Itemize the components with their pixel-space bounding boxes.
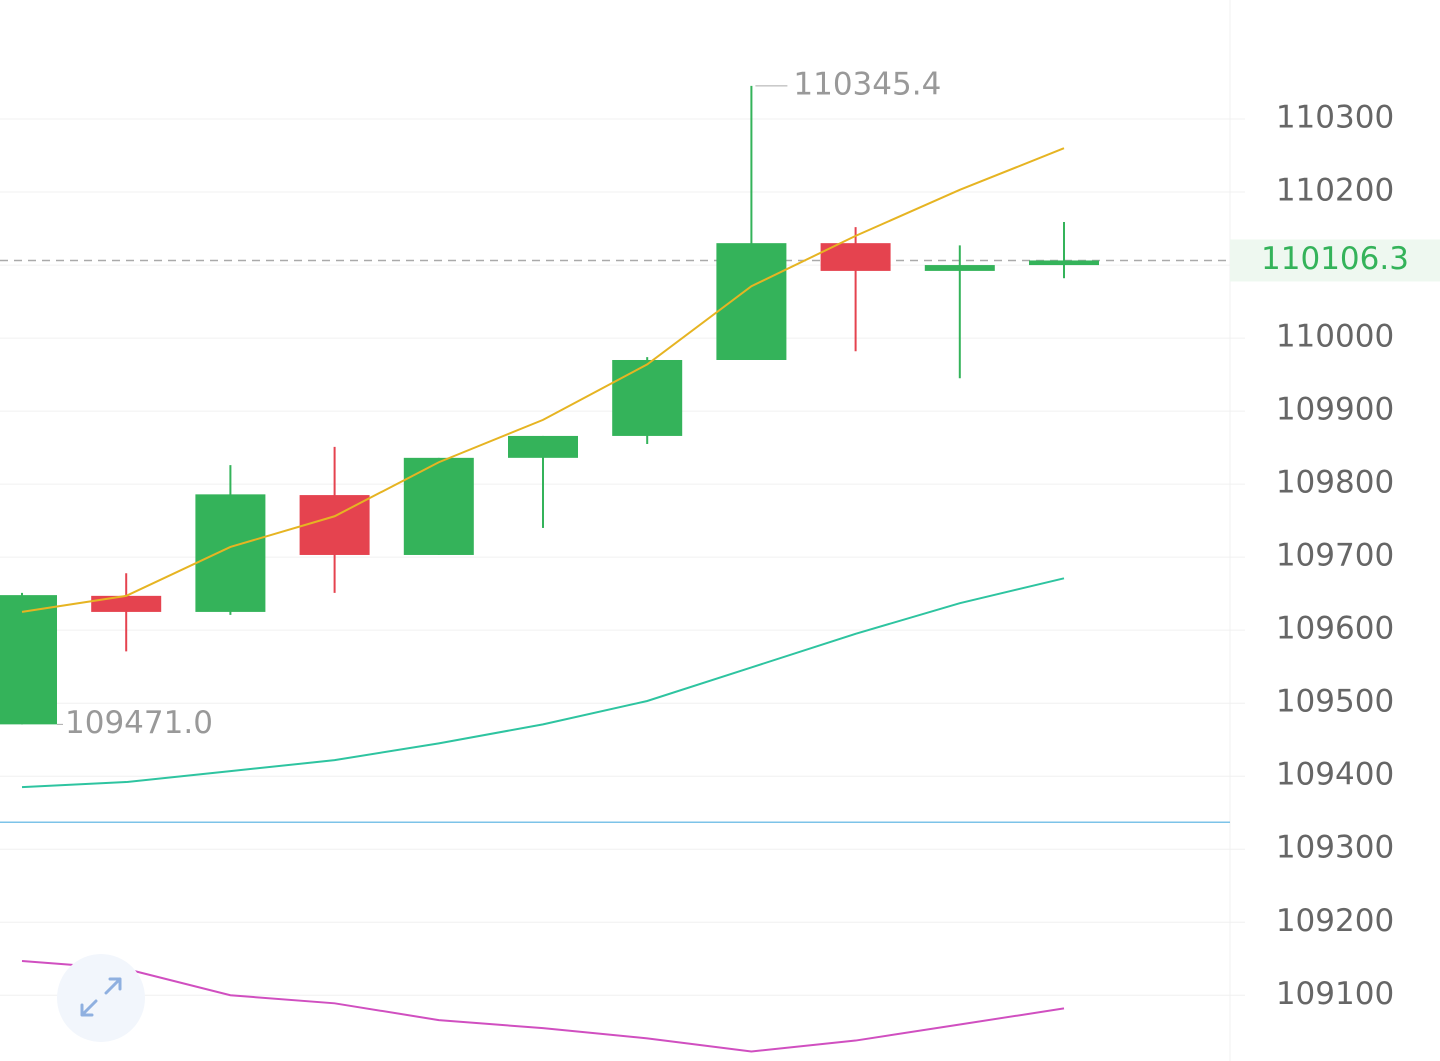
min-label: 109471.0 [65,705,213,741]
max-label: 110345.4 [793,66,941,102]
y-tick-label: 109300 [1276,830,1394,866]
y-tick-label: 110000 [1276,319,1394,355]
ma-line [21,147,1065,613]
candle-body [1029,260,1099,266]
expand-button[interactable] [57,954,145,1042]
y-tick-label: 109700 [1276,538,1394,574]
y-tick-label: 109100 [1276,976,1394,1012]
current-price-label: 110106.3 [1261,241,1409,277]
y-tick-label: 110200 [1276,173,1394,209]
candle-body [508,435,578,458]
y-tick-label: 109600 [1276,611,1394,647]
expand-bg [57,954,145,1042]
y-tick-label: 109800 [1276,465,1394,501]
y-tick-label: 109500 [1276,684,1394,720]
ma-line [21,959,1065,1053]
candle-body [403,457,474,555]
expand-icon [80,977,122,1017]
current-price-bg [1230,239,1440,282]
candle-body [612,359,683,436]
candle-body [924,265,995,271]
candle-body [91,595,162,612]
y-tick-label: 109900 [1276,392,1394,428]
candle-body [195,494,266,612]
y-tick-label: 109200 [1276,903,1394,939]
y-tick-label: 109400 [1276,757,1394,793]
candle-body [716,243,787,360]
candle-body [0,595,57,725]
y-tick-label: 110300 [1276,100,1394,136]
ma-line [21,577,1065,789]
